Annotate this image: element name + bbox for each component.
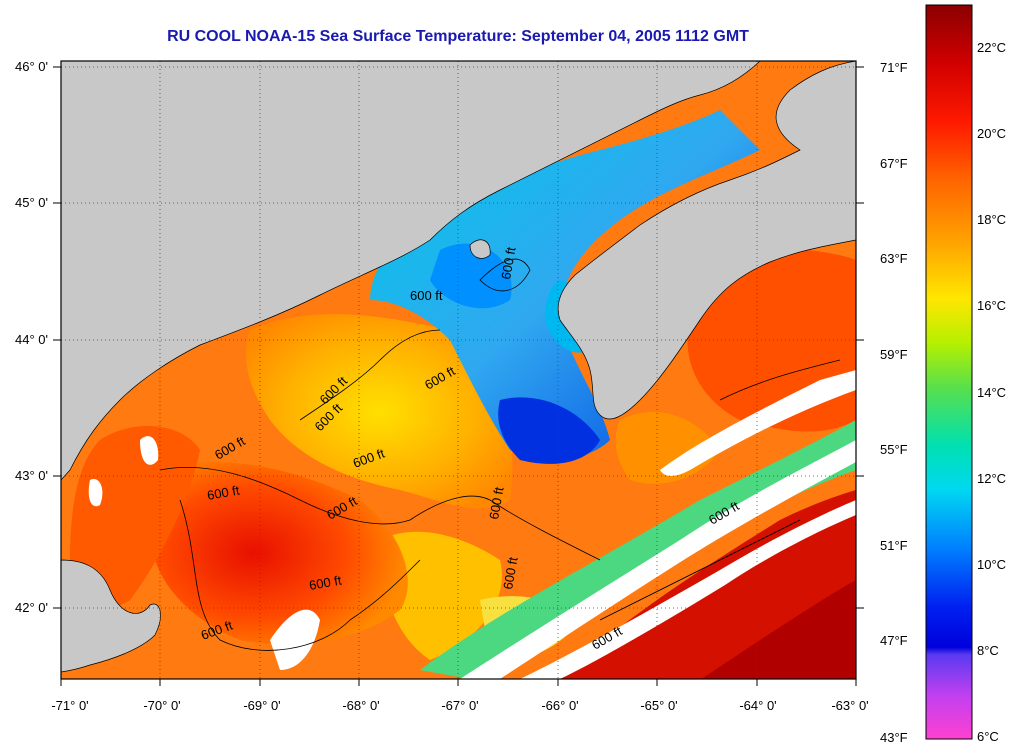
contour-label: 600 ft: [410, 288, 443, 303]
celsius-label: 18°C: [977, 212, 1007, 227]
lat-label: 44° 0': [15, 332, 48, 347]
lat-label: 43° 0': [15, 468, 48, 483]
latitude-labels: 46° 0' 45° 0' 44° 0' 43° 0' 42° 0': [15, 59, 48, 615]
fahrenheit-label: 51°F: [880, 538, 908, 553]
lon-label: -63° 0': [831, 698, 868, 713]
land: [61, 61, 856, 673]
lon-label: -65° 0': [640, 698, 677, 713]
lon-label: -68° 0': [342, 698, 379, 713]
celsius-label: 14°C: [977, 385, 1007, 400]
depth-contours: [159, 258, 841, 651]
celsius-label: 22°C: [977, 40, 1007, 55]
contour-label: 600 ft: [308, 572, 343, 592]
celsius-label: 8°C: [977, 643, 999, 658]
fahrenheit-label: 55°F: [880, 442, 908, 457]
fahrenheit-label: 71°F: [880, 60, 908, 75]
colorbar: [925, 4, 973, 740]
graticule: [61, 61, 856, 679]
celsius-label: 20°C: [977, 126, 1007, 141]
celsius-label: 6°C: [977, 729, 999, 744]
lon-label: -64° 0': [739, 698, 776, 713]
lon-label: -71° 0': [51, 698, 88, 713]
lon-label: -69° 0': [243, 698, 280, 713]
contour-label: 600 ft: [206, 482, 241, 502]
celsius-label: 12°C: [977, 471, 1007, 486]
contour-label: 600 ft: [500, 556, 520, 591]
contour-label: 600 ft: [498, 246, 518, 281]
celsius-label: 10°C: [977, 557, 1007, 572]
lat-label: 45° 0': [15, 195, 48, 210]
fahrenheit-label: 63°F: [880, 251, 908, 266]
lat-label: 46° 0': [15, 59, 48, 74]
fahrenheit-label: 47°F: [880, 633, 908, 648]
lat-label: 42° 0': [15, 600, 48, 615]
fahrenheit-label: 43°F: [880, 730, 908, 745]
map-title: RU COOL NOAA-15 Sea Surface Temperature:…: [167, 28, 749, 45]
lon-label: -66° 0': [541, 698, 578, 713]
fahrenheit-label: 67°F: [880, 156, 908, 171]
celsius-label: 16°C: [977, 298, 1007, 313]
longitude-labels: -71° 0' -70° 0' -69° 0' -68° 0' -67° 0' …: [51, 698, 868, 713]
contour-label: 600 ft: [486, 486, 506, 521]
lon-label: -70° 0': [143, 698, 180, 713]
fahrenheit-label: 59°F: [880, 347, 908, 362]
lon-label: -67° 0': [441, 698, 478, 713]
